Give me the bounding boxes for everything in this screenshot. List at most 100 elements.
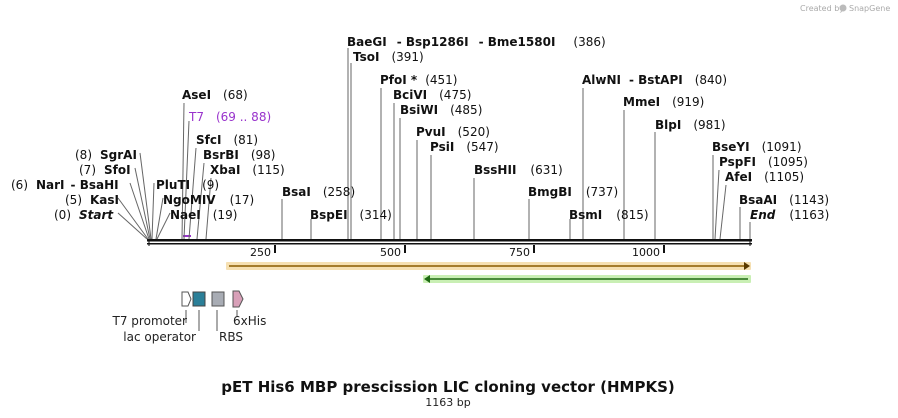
site-position: (0) [54, 208, 71, 222]
site-name: BaeGI [347, 35, 387, 49]
site-pspfi: PspFI (1095) [719, 155, 808, 169]
site-name: NaeI [170, 208, 201, 222]
site-baegi: BaeGI - Bsp1286I - Bme1580I (386) [347, 35, 606, 49]
site-name: - BstAPI [629, 73, 683, 87]
site-position: (68) [223, 88, 248, 102]
site-position: (1105) [764, 170, 804, 184]
site-connectors [117, 48, 751, 240]
site-pfoi: PfoI * (451) [380, 73, 457, 87]
credit-text: Created by [800, 4, 844, 13]
site-position: (258) [323, 185, 355, 199]
site-position: (98) [251, 148, 276, 162]
site-position: (5) [65, 193, 82, 207]
site-position: (1095) [768, 155, 808, 169]
backbone-line [147, 239, 752, 242]
rbs-icon [211, 291, 225, 307]
green-arrow [423, 275, 751, 283]
site-position: (840) [695, 73, 727, 87]
map-title: pET His6 MBP prescission LIC cloning vec… [221, 378, 675, 396]
site-name: SfcI [196, 133, 221, 147]
site-sfoi: (7) SfoI [79, 163, 131, 177]
site-bsshii: BssHII (631) [474, 163, 563, 177]
site-sgrai: (8) SgrAI [75, 148, 137, 162]
feature-label-lac-operator: lac operator [123, 330, 196, 344]
site-position: (485) [450, 103, 482, 117]
site-position: (451) [425, 73, 457, 87]
site-position: (314) [360, 208, 392, 222]
site-name: SfoI [104, 163, 131, 177]
site-position: (919) [672, 95, 704, 109]
site-pluti: PluTI (9) [156, 178, 219, 192]
t7-name: T7 [188, 110, 204, 124]
snapgene-logo-icon [839, 4, 847, 12]
site-pvui: PvuI (520) [416, 125, 490, 139]
site-name: BmgBI [528, 185, 572, 199]
orange-arrow [226, 262, 751, 270]
site-bspei: BspEI (314) [310, 208, 392, 222]
site-name: PluTI [156, 178, 190, 192]
site-name: SgrAI [100, 148, 137, 162]
site-end: End (1163) [750, 208, 829, 222]
site-blpi: BlpI (981) [655, 118, 726, 132]
t7-feature-label: T7 (69 .. 88) [188, 110, 271, 124]
site-position: (8) [75, 148, 92, 162]
site-name: NarI [36, 178, 65, 192]
site-position: (475) [439, 88, 471, 102]
site-position: (386) [573, 35, 605, 49]
site-name: TsoI [353, 50, 379, 64]
site-name: Start [79, 208, 114, 222]
site-name: End [750, 208, 776, 222]
ruler-tick-label: 1000 [632, 246, 660, 259]
site-position: (1163) [789, 208, 829, 222]
ruler-tick-label: 500 [380, 246, 401, 259]
site-nari: (6) NarI - BsaHI [11, 178, 119, 192]
feature-glyphs [181, 290, 244, 308]
site-position: (9) [202, 178, 219, 192]
site-asei: AseI (68) [182, 88, 248, 102]
site-bmgbi: BmgBI (737) [528, 185, 618, 199]
feature-label-rbs: RBS [219, 330, 243, 344]
site-naei: NaeI (19) [170, 208, 237, 222]
site-position: (981) [693, 118, 725, 132]
site-position: (391) [391, 50, 423, 64]
map-length: 1163 bp [425, 396, 470, 409]
site-name: BsrBI [203, 148, 239, 162]
feature-leaders [185, 310, 238, 331]
site-name: - BsaHI [71, 178, 119, 192]
site-name: BlpI [655, 118, 681, 132]
site-name: AfeI [725, 170, 752, 184]
site-afei: AfeI (1105) [725, 170, 804, 184]
site-position: (6) [11, 178, 28, 192]
feature-label-6xhis: 6xHis [233, 314, 266, 328]
site-name: BspEI [310, 208, 348, 222]
site-tsoi: TsoI (391) [353, 50, 424, 64]
t7-promoter-icon [181, 291, 192, 307]
site-labels: (0) Start (5) KasI (6) NarI - BsaHI (7) SfoI … [11, 35, 829, 222]
site-bsaai: BsaAI (1143) [739, 193, 829, 207]
site-name: AlwNI [582, 73, 621, 87]
feature-label-t7-promoter: T7 promoter [112, 314, 188, 328]
site-bsiwi: BsiWI (485) [400, 103, 482, 117]
his-tag-icon [232, 290, 244, 308]
backbone-line-2 [147, 243, 752, 245]
site-position: (115) [252, 163, 284, 177]
site-name: BseYI [712, 140, 750, 154]
site-psii: PsiI (547) [430, 140, 499, 154]
site-position: (520) [458, 125, 490, 139]
site-name: NgoMIV [163, 193, 216, 207]
site-kasi: (5) KasI [65, 193, 119, 207]
site-name: BsaI [282, 185, 311, 199]
site-name: AseI [182, 88, 211, 102]
site-position: (7) [79, 163, 96, 177]
site-bsrbi: BsrBI (98) [203, 148, 275, 162]
site-name: PfoI * [380, 73, 418, 87]
site-name: BssHII [474, 163, 516, 177]
site-name: PsiI [430, 140, 454, 154]
ruler: 250 500 750 1000 [250, 245, 665, 259]
site-position: (737) [586, 185, 618, 199]
site-alwni: AlwNI - BstAPI (840) [582, 73, 727, 87]
site-bseyi: BseYI (1091) [712, 140, 802, 154]
site-bsmi: BsmI (815) [569, 208, 649, 222]
site-name: - Bsp1286I [397, 35, 469, 49]
